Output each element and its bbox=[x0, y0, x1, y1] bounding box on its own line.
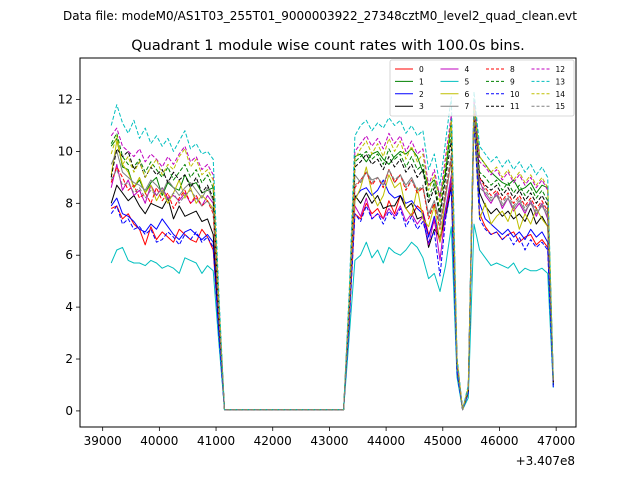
legend-label-4: 4 bbox=[465, 65, 470, 74]
x-tick-label: 43000 bbox=[310, 434, 348, 448]
legend-box bbox=[389, 59, 575, 117]
legend-label-6: 6 bbox=[465, 90, 470, 99]
y-tick-label: 10 bbox=[58, 144, 73, 158]
legend-label-11: 11 bbox=[510, 102, 520, 111]
legend-label-12: 12 bbox=[556, 65, 566, 74]
legend-label-10: 10 bbox=[510, 90, 520, 99]
x-tick-label: 41000 bbox=[197, 434, 235, 448]
y-tick-label: 0 bbox=[65, 404, 73, 418]
legend-label-2: 2 bbox=[419, 90, 424, 99]
axes: 39000 40000 41000 42000 43000 44000 45000 46000… bbox=[58, 57, 577, 448]
legend-label-15: 15 bbox=[556, 102, 566, 111]
x-tick-label: 44000 bbox=[367, 434, 405, 448]
legend-label-1: 1 bbox=[419, 77, 424, 86]
y-tick-label: 2 bbox=[65, 352, 73, 366]
series-line-15 bbox=[110, 114, 554, 411]
legend-label-13: 13 bbox=[556, 77, 566, 86]
legend-label-9: 9 bbox=[510, 77, 515, 86]
series-line-13 bbox=[110, 91, 554, 411]
x-tick-label: 40000 bbox=[140, 434, 178, 448]
y-tick-label: 6 bbox=[65, 248, 73, 262]
figure-suptitle: Data file: modeM0/AS1T03_255T01_90000039… bbox=[63, 9, 577, 23]
y-tick-label: 8 bbox=[65, 196, 73, 210]
series-line-12 bbox=[110, 99, 554, 411]
series-line-10 bbox=[110, 119, 554, 411]
x-tick-label: 45000 bbox=[424, 434, 462, 448]
axes-frame bbox=[79, 57, 577, 428]
chart-title: Quadrant 1 module wise count rates with … bbox=[131, 38, 525, 54]
legend-label-7: 7 bbox=[465, 102, 470, 111]
x-tick-label: 39000 bbox=[84, 434, 122, 448]
x-offset-label: +3.407e8 bbox=[516, 454, 575, 468]
plot-area bbox=[110, 91, 554, 411]
legend-label-8: 8 bbox=[510, 65, 515, 74]
legend-label-3: 3 bbox=[419, 102, 424, 111]
x-tick-label: 46000 bbox=[480, 434, 518, 448]
x-tick-label: 42000 bbox=[254, 434, 292, 448]
legend-label-0: 0 bbox=[419, 65, 424, 74]
x-tick-label: 47000 bbox=[537, 434, 575, 448]
legend-label-5: 5 bbox=[465, 77, 470, 86]
legend-label-14: 14 bbox=[556, 90, 566, 99]
y-tick-label: 4 bbox=[65, 300, 73, 314]
y-tick-label: 12 bbox=[58, 93, 73, 107]
